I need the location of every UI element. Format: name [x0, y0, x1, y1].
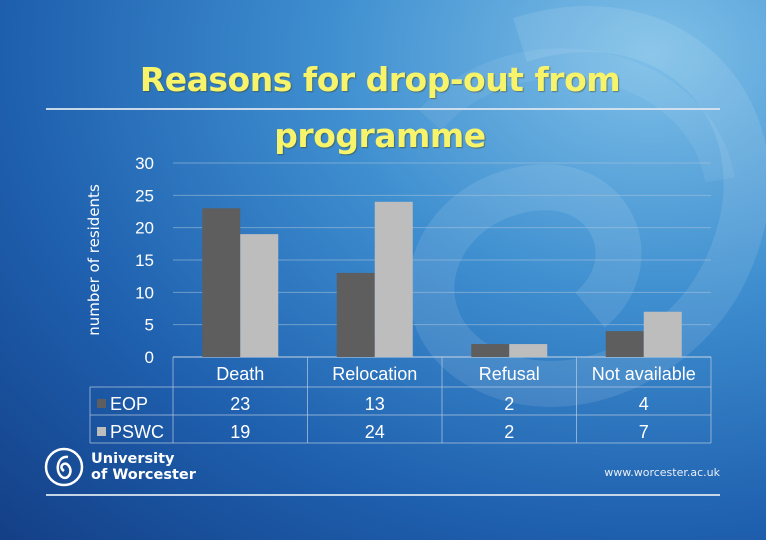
category-labels: Death Relocation Refusal Not available — [216, 364, 696, 384]
category-label: Not available — [592, 364, 696, 384]
bottom-divider — [46, 494, 720, 496]
data-label: 2 — [504, 394, 514, 414]
bar-pswc — [240, 234, 279, 357]
website-link[interactable]: www.worcester.ac.uk — [604, 466, 720, 479]
university-name-line2: of Worcester — [91, 467, 196, 483]
y-tick-labels: 0 5 10 15 20 25 30 — [135, 154, 154, 367]
university-logo-icon — [44, 447, 84, 487]
top-divider — [46, 108, 720, 110]
legend-key-eop — [97, 399, 106, 408]
bars — [202, 201, 682, 357]
y-axis-label: number of residents — [85, 184, 103, 336]
y-tick-label: 5 — [145, 316, 154, 335]
legend-label: PSWC — [110, 422, 164, 442]
bar-pswc — [509, 344, 548, 357]
bar-pswc — [374, 201, 413, 357]
data-label: 7 — [639, 422, 649, 442]
university-name: University of Worcester — [91, 451, 196, 483]
y-tick-label: 25 — [135, 186, 154, 205]
legend-label: EOP — [110, 394, 148, 414]
y-tick-label: 30 — [135, 154, 154, 173]
page-title: Reasons for drop-out from programme — [139, 60, 621, 155]
data-label: 13 — [365, 394, 385, 414]
data-label: 19 — [230, 422, 250, 442]
category-label: Relocation — [332, 364, 417, 384]
legend-key-pswc — [97, 427, 106, 436]
university-name-line1: University — [91, 451, 175, 467]
y-tick-label: 20 — [135, 219, 154, 238]
y-tick-label: 15 — [135, 251, 154, 270]
category-label: Refusal — [479, 364, 540, 384]
y-tick-label: 10 — [135, 283, 154, 302]
bar-eop — [471, 344, 510, 357]
bar-pswc — [643, 311, 682, 357]
category-label: Death — [216, 364, 264, 384]
data-label: 4 — [639, 394, 649, 414]
data-label: 24 — [365, 422, 385, 442]
bar-eop — [336, 272, 375, 357]
data-label: 2 — [504, 422, 514, 442]
data-label: 23 — [230, 394, 250, 414]
bar-eop — [202, 208, 241, 357]
y-tick-label: 0 — [145, 348, 154, 367]
bar-eop — [605, 331, 644, 357]
